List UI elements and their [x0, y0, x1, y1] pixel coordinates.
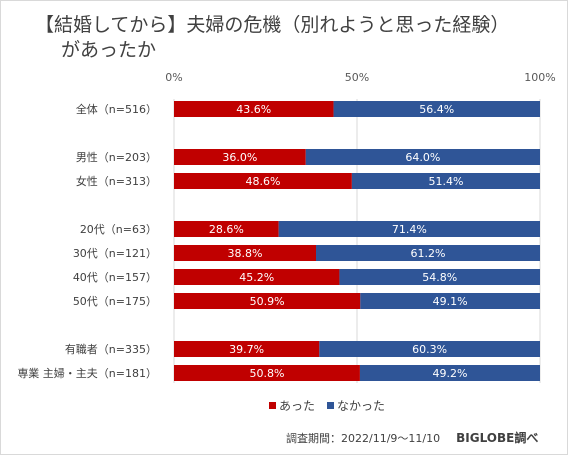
category-label: 40代（n=157）	[73, 271, 157, 284]
data-label: 45.2%	[239, 271, 274, 284]
data-label: 43.6%	[236, 103, 271, 116]
category-label: 50代（n=175）	[73, 295, 157, 308]
bar-atta	[174, 245, 317, 261]
x-tick-label: 0%	[165, 71, 182, 84]
data-label: 54.8%	[422, 271, 457, 284]
bar-atta	[174, 293, 361, 309]
footer: 調査期間：2022/11/9～11/10 BIGLOBE調べ	[286, 429, 538, 446]
legend-swatch-atta	[269, 402, 276, 409]
category-label: 有職者（n=335）	[65, 342, 157, 356]
category-label: 専業 主婦・主夫（n=181）	[17, 366, 157, 380]
data-label: 50.9%	[250, 295, 285, 308]
category-label: 20代（n=63）	[80, 223, 157, 236]
data-label: 28.6%	[209, 223, 244, 236]
data-label: 39.7%	[229, 343, 264, 356]
chart-title: 【結婚してから】夫婦の危機（別れようと思った経験） があったか	[35, 13, 509, 63]
bar-nakatta	[319, 341, 540, 357]
source-credit: BIGLOBE調べ	[456, 431, 539, 445]
legend-item-nakatta: なかった	[327, 397, 385, 414]
x-tick-label: 50%	[345, 71, 369, 84]
legend-item-atta: あった	[269, 397, 315, 414]
bar-nakatta	[360, 293, 540, 309]
category-label: 30代（n=121）	[73, 247, 157, 260]
legend-label-nakatta: なかった	[337, 399, 386, 413]
legend: あった なかった	[269, 397, 397, 414]
chart-title-line2: があったか	[61, 39, 157, 61]
survey-period: 調査期間：2022/11/9～11/10	[286, 432, 441, 445]
data-label: 36.0%	[222, 151, 257, 164]
category-label: 全体（n=516）	[76, 102, 157, 116]
bar-nakatta	[316, 245, 540, 261]
data-label: 48.6%	[245, 175, 280, 188]
bar-nakatta	[339, 269, 540, 285]
data-label: 64.0%	[405, 151, 440, 164]
data-label: 56.4%	[419, 103, 454, 116]
bar-nakatta	[305, 149, 540, 165]
legend-label-atta: あった	[279, 399, 316, 413]
bar-atta	[174, 221, 279, 237]
legend-swatch-nakatta	[327, 402, 335, 409]
data-label: 51.4%	[428, 175, 463, 188]
category-label: 女性（n=313）	[76, 174, 157, 188]
bar-nakatta	[351, 173, 540, 189]
bar-nakatta	[359, 365, 540, 381]
data-label: 38.8%	[228, 247, 263, 260]
bar-nakatta	[278, 221, 540, 237]
bar-atta	[174, 341, 320, 357]
data-label: 60.3%	[412, 343, 447, 356]
bar-atta	[174, 173, 352, 189]
category-label: 男性（n=203）	[76, 150, 157, 164]
chart-title-line1: 【結婚してから】夫婦の危機（別れようと思った経験）	[35, 14, 510, 36]
data-label: 61.2%	[411, 247, 446, 260]
bar-atta	[174, 101, 334, 117]
data-label: 71.4%	[392, 223, 427, 236]
bar-nakatta	[333, 101, 540, 117]
data-label: 49.2%	[432, 367, 467, 380]
data-label: 50.8%	[249, 367, 284, 380]
data-label: 49.1%	[433, 295, 468, 308]
x-tick-label: 100%	[524, 71, 555, 84]
bar-atta	[174, 269, 340, 285]
bar-atta	[174, 365, 360, 381]
bar-atta	[174, 149, 306, 165]
